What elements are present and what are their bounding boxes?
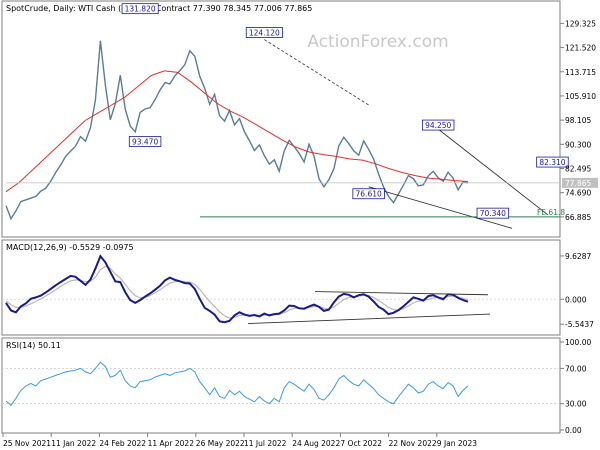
price-label-box bbox=[421, 119, 455, 131]
price-axis: 129.325 121.520 113.715 105.910 98.105 90.300… bbox=[560, 19, 596, 222]
price-close-series bbox=[5, 40, 469, 221]
upper-channel-line bbox=[437, 128, 549, 216]
price-moving-average bbox=[5, 70, 469, 193]
macd-tick-label: -5.5437 bbox=[565, 320, 594, 329]
lower-channel-line bbox=[368, 186, 513, 229]
price-label: 70.340 bbox=[480, 209, 506, 218]
price-label: 76.610 bbox=[356, 190, 382, 199]
macd-title: MACD(12,26,9) -0.5529 -0.0975 bbox=[6, 243, 134, 252]
price-label: 124.120 bbox=[249, 29, 280, 38]
price-tick-label: 82.495 bbox=[565, 164, 591, 173]
price-tick-label: 74.690 bbox=[565, 189, 591, 198]
price-panel-frame bbox=[1, 0, 561, 238]
price-label-box bbox=[352, 188, 385, 200]
price-label-box bbox=[476, 207, 510, 219]
price-label: 131.820 bbox=[125, 5, 156, 14]
fibonacci-label: FE 61.8 bbox=[537, 208, 565, 217]
x-tick-label: 7 Oct 2022 bbox=[340, 439, 382, 448]
price-tick-label: 121.520 bbox=[565, 44, 596, 53]
price-label: 94.250 bbox=[425, 121, 451, 130]
rsi-title: RSI(14) 50.11 bbox=[6, 341, 61, 350]
x-tick-label: 24 Feb 2022 bbox=[99, 439, 146, 448]
rsi-tick-label: 100.00 bbox=[565, 338, 591, 347]
x-tick-label: 11 Apr 2022 bbox=[148, 439, 195, 448]
current-price-label: 77.865 bbox=[565, 179, 591, 188]
macd-tick-label: 0.000 bbox=[565, 295, 587, 304]
watermark: ActionForex.com bbox=[307, 32, 448, 52]
macd-upper-trendline bbox=[314, 291, 489, 296]
x-tick-label: 11 Jan 2022 bbox=[51, 439, 96, 448]
price-label-box bbox=[536, 156, 569, 168]
price-label-box bbox=[128, 136, 162, 147]
price-tick-label: 98.105 bbox=[565, 116, 591, 125]
rsi-tick-label: 30.00 bbox=[565, 400, 587, 409]
x-tick-label: 22 Nov 2022 bbox=[389, 439, 437, 448]
macd-series bbox=[5, 254, 469, 324]
x-tick-label: 11 Jul 2022 bbox=[244, 439, 287, 448]
price-tick-label: 105.910 bbox=[565, 92, 596, 101]
price-tick-label: 129.325 bbox=[565, 19, 596, 28]
macd-signal-series bbox=[5, 265, 469, 319]
macd-panel-frame bbox=[1, 239, 561, 336]
price-tick-label: 113.715 bbox=[565, 68, 596, 77]
price-tick-label: 66.885 bbox=[565, 213, 591, 222]
rsi-tick-label: 0.00 bbox=[565, 426, 582, 435]
price-tick-label: 90.300 bbox=[565, 140, 591, 149]
macd-axis: 9.6287 0.000 -5.5437 bbox=[560, 252, 594, 329]
price-label: 82.310 bbox=[539, 158, 565, 167]
rsi-axis: 100.00 70.00 30.00 0.00 bbox=[560, 338, 591, 435]
macd-panel bbox=[2, 254, 560, 324]
macd-lower-trendline bbox=[247, 313, 491, 324]
rsi-series bbox=[5, 361, 469, 407]
instrument-title: SpotCrude, Daily: WTI Cash (or Spot) Con… bbox=[6, 4, 312, 13]
price-label-box bbox=[245, 27, 283, 38]
rsi-panel-frame bbox=[1, 337, 561, 434]
price-panel: FE 61.8 77.865 131.820 124.120 93.470 94.250 7… bbox=[5, 3, 598, 229]
x-tick-label: 24 Aug 2022 bbox=[292, 439, 340, 448]
macd-tick-label: 9.6287 bbox=[565, 252, 591, 261]
x-tick-label: 9 Jan 2023 bbox=[437, 439, 477, 448]
price-label-box bbox=[121, 3, 159, 15]
current-price-tag bbox=[562, 177, 598, 188]
x-tick-label: 26 May 2022 bbox=[196, 439, 245, 448]
price-label: 93.470 bbox=[132, 137, 158, 146]
dashed-trend-line bbox=[264, 39, 369, 106]
x-axis: 25 Nov 2021 11 Jan 2022 24 Feb 2022 11 Apr … bbox=[2, 433, 477, 448]
rsi-tick-label: 70.00 bbox=[565, 364, 587, 373]
rsi-panel bbox=[2, 361, 560, 407]
x-tick-label: 25 Nov 2021 bbox=[3, 439, 51, 448]
